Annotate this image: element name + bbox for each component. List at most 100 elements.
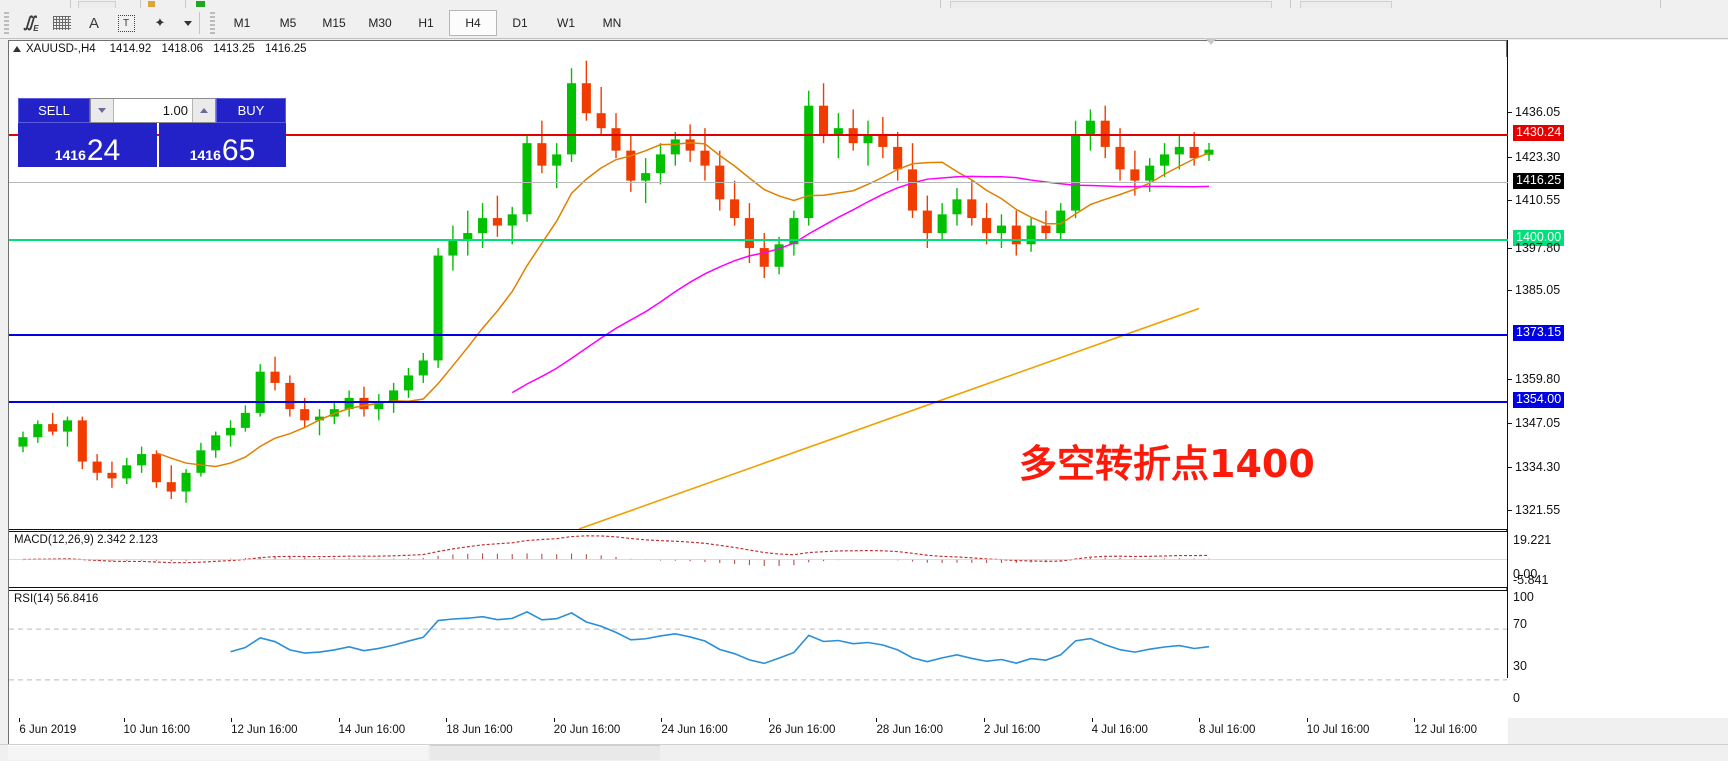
- volume-value[interactable]: 1.00: [114, 99, 192, 122]
- timeframe-m30[interactable]: M30: [368, 16, 392, 30]
- toolbar-grip[interactable]: [4, 12, 9, 34]
- level-line-pivot-1400[interactable]: [9, 239, 1508, 241]
- macd-canvas: [9, 535, 1508, 567]
- macd-label-5841: -5.841: [1513, 573, 1549, 587]
- timeframe-h1[interactable]: H1: [418, 16, 434, 30]
- secondary-tab[interactable]: [430, 745, 660, 760]
- rsi-label-100: 100: [1513, 590, 1534, 604]
- price-label-1410-55: 1410.55: [1515, 193, 1561, 207]
- level-line-resistance-1430[interactable]: [9, 134, 1508, 136]
- collapse-triangle-icon[interactable]: [13, 46, 21, 52]
- rsi-canvas: [9, 611, 1508, 681]
- ohlc-close: 1416.25: [265, 43, 307, 55]
- bottom-tab-strip: [0, 744, 1728, 761]
- rsi-pane[interactable]: RSI(14) 56.8416: [9, 590, 1508, 718]
- timeframe-grip[interactable]: [210, 12, 215, 34]
- price-label-1416-25: 1416.25: [1513, 173, 1565, 189]
- rsi-label-30: 30: [1513, 659, 1527, 673]
- time-tick-mark: [19, 718, 21, 722]
- macd-label: MACD(12,26,9) 2.342 2.123: [14, 534, 158, 546]
- level-line-support-1373[interactable]: [9, 334, 1508, 336]
- timeframe-w1[interactable]: W1: [557, 16, 575, 30]
- timeframe-m5[interactable]: M5: [279, 16, 297, 30]
- text-object-icon[interactable]: T: [111, 10, 141, 36]
- macd-pane[interactable]: MACD(12,26,9) 2.342 2.123: [9, 531, 1508, 588]
- time-label: 24 Jun 16:00: [661, 724, 728, 736]
- text-label-icon[interactable]: A: [88, 14, 99, 32]
- buy-price-button[interactable]: 1416 65: [159, 123, 286, 167]
- chart-symbol-label: XAUUSD-,H4: [26, 43, 96, 55]
- price-tick-mark: [1507, 157, 1512, 158]
- volume-decrease-icon[interactable]: [91, 99, 114, 122]
- rsi-label: RSI(14) 56.8416: [14, 593, 99, 605]
- macd-axis-line: [1507, 490, 1508, 549]
- one-click-trade-panel[interactable]: SELL 1.00 BUY 1416 24 1416 65: [18, 98, 286, 167]
- scroll-indicator-icon[interactable]: [1205, 38, 1217, 45]
- time-label: 12 Jun 16:00: [231, 724, 298, 736]
- price-label-1430-24: 1430.24: [1513, 125, 1565, 141]
- time-tick-mark: [1091, 718, 1093, 722]
- rsi-label-0: 0: [1513, 691, 1520, 705]
- buy-price-prefix: 1416: [189, 147, 221, 163]
- sell-price-pips: 24: [86, 134, 121, 167]
- volume-increase-icon[interactable]: [192, 99, 215, 122]
- timeframe-m1[interactable]: M1: [233, 16, 251, 30]
- price-scale[interactable]: 1436.05 1430.24 1423.30 1416.25 1410.55 1400.…: [1507, 40, 1728, 718]
- sell-price-button[interactable]: 1416 24: [18, 123, 157, 167]
- chart-area[interactable]: XAUUSD-,H4 1414.92 1418.06 1413.25 1416.…: [8, 40, 1508, 718]
- buy-button[interactable]: BUY: [216, 98, 286, 123]
- time-tick-mark: [876, 718, 878, 722]
- price-tick-mark: [1507, 379, 1512, 380]
- objects-dropdown-icon[interactable]: [179, 10, 193, 36]
- time-label: 14 Jun 16:00: [338, 724, 406, 736]
- price-label-1385-05: 1385.05: [1515, 283, 1561, 297]
- price-label-1359-80: 1359.80: [1515, 372, 1561, 386]
- timeframe-m15[interactable]: M15: [322, 16, 346, 30]
- time-tick-mark: [768, 718, 770, 722]
- timeframe-mn[interactable]: MN: [602, 16, 622, 30]
- timeframe-h4[interactable]: H4: [449, 10, 497, 36]
- price-axis-line: [1507, 40, 1508, 490]
- time-tick-mark: [1414, 718, 1416, 722]
- time-tick-mark: [984, 718, 986, 722]
- time-tick-mark: [661, 718, 663, 722]
- level-line-support-1354[interactable]: [9, 401, 1508, 403]
- time-tick-mark: [446, 718, 448, 722]
- price-label-1423-30: 1423.30: [1515, 150, 1561, 164]
- rsi-label-70: 70: [1513, 617, 1527, 631]
- time-label: 6 Jun 2019: [19, 724, 77, 736]
- ohlc-open: 1414.92: [109, 43, 152, 55]
- level-line-current-price-1416[interactable]: [9, 182, 1508, 183]
- indicators-icon[interactable]: ∬E: [23, 14, 38, 33]
- time-label: 12 Jul 16:00: [1414, 724, 1477, 736]
- time-label: 10 Jul 16:00: [1306, 724, 1370, 736]
- sell-button[interactable]: SELL: [18, 98, 90, 123]
- sell-price-prefix: 1416: [54, 147, 86, 163]
- ohlc-low: 1413.25: [213, 43, 255, 55]
- timeframe-d1[interactable]: D1: [512, 16, 528, 30]
- macd-label-19221: 19.221: [1513, 533, 1552, 547]
- grid-dots-icon[interactable]: [47, 10, 77, 36]
- volume-stepper[interactable]: 1.00: [90, 98, 216, 123]
- macd-label-000: 0.00: [1513, 567, 1538, 581]
- rsi-axis-line: [1507, 549, 1508, 678]
- price-label-1321-55: 1321.55: [1515, 503, 1561, 517]
- chart-toolbar: ∬E A T ✦ M1 M5 M15 M30 H1 H4 D1 W1 MN: [0, 8, 1728, 39]
- time-label: 18 Jun 16:00: [446, 724, 513, 736]
- objects-icon[interactable]: ✦: [154, 15, 166, 30]
- time-label: 26 Jun 16:00: [768, 724, 836, 736]
- time-scale[interactable]: 6 Jun 2019 10 Jun 16:00 12 Jun 16:00 14 Jun…: [8, 718, 1508, 744]
- terminal-tab[interactable]: [8, 745, 428, 760]
- price-tick-mark: [1507, 423, 1512, 424]
- start-icon: [196, 1, 205, 7]
- time-label: 4 Jul 16:00: [1091, 724, 1148, 736]
- price-tick-mark: [1507, 112, 1512, 113]
- price-label-1334-30: 1334.30: [1515, 460, 1561, 474]
- time-tick-mark: [1306, 718, 1308, 722]
- time-label: 10 Jun 16:00: [123, 724, 191, 736]
- price-label-1373-15: 1373.15: [1513, 325, 1565, 341]
- price-tick-mark: [1507, 467, 1512, 468]
- time-label: 20 Jun 16:00: [553, 724, 621, 736]
- price-tick-mark: [1507, 248, 1512, 249]
